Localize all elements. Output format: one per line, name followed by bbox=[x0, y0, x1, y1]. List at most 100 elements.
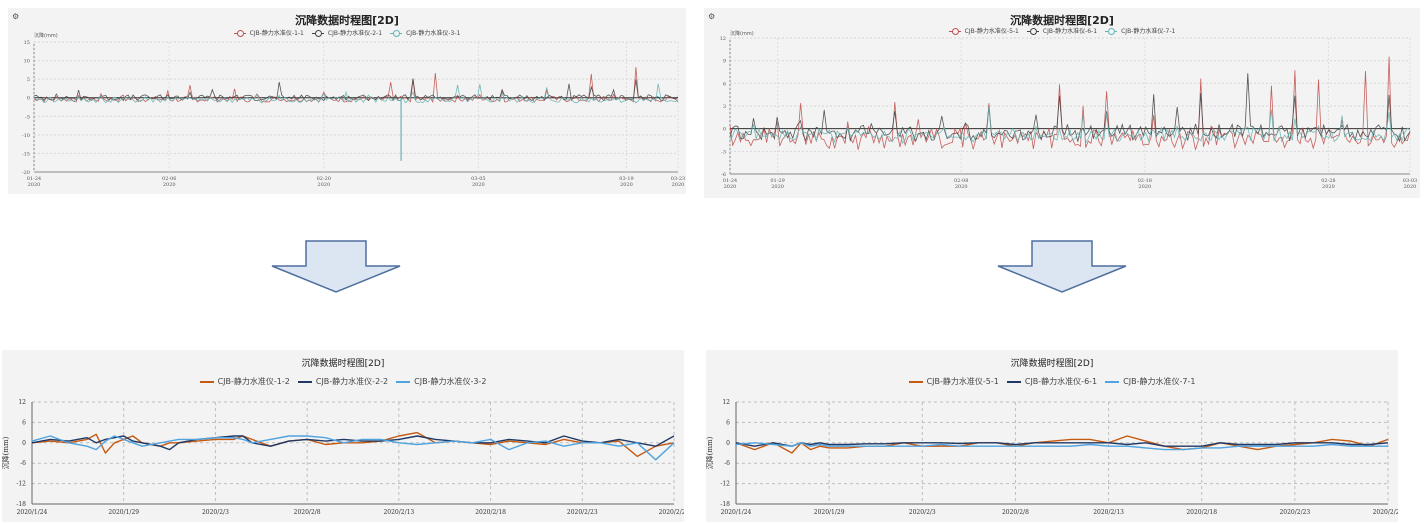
y-tick-label: -10 bbox=[22, 133, 30, 139]
x-tick-label: 2020 bbox=[317, 182, 330, 188]
y-tick-label: 6 bbox=[22, 419, 26, 426]
legend-item[interactable]: CJB-静力水准仪-7-1 bbox=[1105, 376, 1195, 387]
x-tick-label: 2020 bbox=[1404, 184, 1417, 190]
legend-label: CJB-静力水准仪-3-2 bbox=[414, 377, 487, 386]
chart-legend: CJB-静力水准仪-5-1 CJB-静力水准仪-6-1 CJB-静力水准仪-7-1 bbox=[704, 26, 1420, 35]
series-line bbox=[735, 442, 1389, 447]
x-tick-label: 2020 bbox=[1322, 184, 1335, 190]
legend-swatch bbox=[1105, 28, 1118, 35]
chart-title: 沉降数据时程图[2D] bbox=[1010, 14, 1114, 27]
chart-title: 沉降数据时程图[2D] bbox=[295, 14, 399, 27]
legend-swatch bbox=[390, 30, 403, 37]
settings-icon[interactable]: ⚙ bbox=[708, 12, 716, 21]
legend-item[interactable]: CJB-静力水准仪-1-2 bbox=[199, 376, 290, 387]
chart-plot: 151050-5-10-15-2001-24202002-06202002-20… bbox=[22, 40, 685, 188]
legend-swatch bbox=[908, 380, 923, 383]
x-tick-label: 2020/2/18 bbox=[475, 509, 506, 516]
legend-swatch bbox=[1026, 28, 1039, 35]
y-axis-label: 沉降(mm) bbox=[730, 31, 754, 37]
y-tick-label: 0 bbox=[726, 440, 730, 447]
legend-label: CJB-静力水准仪-1-2 bbox=[217, 377, 290, 386]
legend-label: CJB-静力水准仪-2-1 bbox=[327, 30, 383, 37]
x-tick-label: 03-05 bbox=[471, 176, 485, 182]
y-tick-label: 12 bbox=[18, 399, 26, 406]
x-tick-label: 02-06 bbox=[162, 176, 176, 182]
series-line bbox=[735, 442, 1388, 451]
legend-label: CJB-静力水准仪-2-2 bbox=[315, 377, 389, 386]
legend-item[interactable]: CJB-静力水准仪-3-2 bbox=[396, 376, 486, 387]
y-tick-label: 9 bbox=[723, 59, 726, 65]
y-tick-label: 12 bbox=[720, 36, 726, 42]
x-tick-label: 2020/2/28 bbox=[659, 509, 684, 516]
legend-swatch bbox=[233, 30, 246, 37]
y-tick-label: -20 bbox=[22, 170, 30, 176]
down-arrow-icon bbox=[271, 240, 401, 293]
x-tick-label: 01-29 bbox=[770, 178, 784, 184]
legend-label: CJB-静力水准仪-3-1 bbox=[406, 30, 461, 37]
legend-swatch bbox=[1105, 380, 1120, 383]
y-tick-label: 5 bbox=[27, 77, 30, 83]
x-tick-label: 02-28 bbox=[1321, 178, 1335, 184]
series-line bbox=[729, 106, 1411, 145]
x-tick-label: 2020/2/13 bbox=[383, 509, 414, 516]
chart-panel-bottom-right: 沉降数据时程图[2D] CJB-静力水准仪-5-1 CJB-静力水准仪-6-1 CJ… bbox=[706, 350, 1398, 522]
legend-swatch bbox=[1006, 380, 1021, 383]
legend-item[interactable]: CJB-静力水准仪-1-1 bbox=[233, 28, 304, 37]
y-tick-label: -6 bbox=[721, 172, 726, 178]
x-tick-label: 2020 bbox=[724, 184, 737, 190]
legend-item[interactable]: CJB-静力水准仪-6-1 bbox=[1006, 376, 1097, 387]
x-tick-label: 01-24 bbox=[27, 176, 41, 182]
legend-item[interactable]: CJB-静力水准仪-2-1 bbox=[311, 28, 383, 37]
x-tick-label: 2020/2/23 bbox=[567, 509, 598, 516]
x-tick-label: 2020/2/8 bbox=[294, 509, 321, 516]
legend-swatch bbox=[199, 380, 214, 383]
x-tick-label: 03-23 bbox=[671, 176, 685, 182]
chart-panel-top-left: ⚙ 沉降数据时程图[2D] CJB-静力水准仪-1-1 CJB-静力水准仪-2-1… bbox=[8, 8, 686, 194]
legend-item[interactable]: CJB-静力水准仪-5-1 bbox=[908, 376, 999, 387]
x-tick-label: 2020/2/3 bbox=[909, 509, 936, 516]
legend-label: CJB-静力水准仪-6-1 bbox=[1042, 28, 1098, 35]
chart-panel-bottom-left: 沉降数据时程图[2D] CJB-静力水准仪-1-2 CJB-静力水准仪-2-2 CJ… bbox=[2, 350, 684, 522]
x-tick-label: 2020/2/3 bbox=[202, 509, 229, 516]
legend-label: CJB-静力水准仪-5-1 bbox=[964, 28, 1019, 35]
y-tick-label: -12 bbox=[16, 481, 26, 488]
chart-legend: CJB-静力水准仪-5-1 CJB-静力水准仪-6-1 CJB-静力水准仪-7-1 bbox=[706, 376, 1398, 387]
legend-swatch bbox=[297, 380, 312, 383]
x-tick-label: 2020/2/23 bbox=[1279, 509, 1310, 516]
x-tick-label: 02-08 bbox=[954, 178, 968, 184]
x-tick-label: 2020 bbox=[672, 182, 685, 188]
legend-label: CJB-静力水准仪-7-1 bbox=[1123, 377, 1196, 386]
legend-item[interactable]: CJB-静力水准仪-5-1 bbox=[948, 26, 1019, 35]
legend-label: CJB-静力水准仪-1-1 bbox=[249, 30, 304, 37]
y-tick-label: -18 bbox=[16, 501, 26, 508]
legend-item[interactable]: CJB-静力水准仪-2-2 bbox=[297, 376, 389, 387]
x-tick-label: 2020 bbox=[771, 184, 784, 190]
x-tick-label: 2020/2/28 bbox=[1373, 509, 1398, 516]
x-tick-label: 2020 bbox=[472, 182, 485, 188]
series-line bbox=[33, 78, 679, 102]
y-tick-label: -12 bbox=[720, 481, 730, 488]
x-tick-label: 2020/1/24 bbox=[721, 509, 752, 516]
x-tick-label: 2020/1/29 bbox=[108, 509, 139, 516]
settings-icon[interactable]: ⚙ bbox=[12, 12, 20, 21]
series-line bbox=[729, 73, 1411, 143]
chart-plot: 129630-3-601-24202001-29202002-08202002-… bbox=[720, 36, 1418, 190]
legend-item[interactable]: CJB-静力水准仪-3-1 bbox=[390, 28, 460, 37]
y-axis-label: 沉降(mm) bbox=[706, 436, 714, 469]
y-tick-label: -18 bbox=[720, 501, 730, 508]
y-tick-label: 3 bbox=[723, 104, 726, 110]
x-tick-label: 01-24 bbox=[723, 178, 737, 184]
x-tick-label: 02-20 bbox=[317, 176, 331, 182]
y-tick-label: -3 bbox=[721, 149, 726, 155]
series-line bbox=[31, 435, 675, 461]
x-tick-label: 2020 bbox=[620, 182, 633, 188]
x-tick-label: 2020/2/18 bbox=[1186, 509, 1217, 516]
x-tick-label: 02-18 bbox=[1138, 178, 1152, 184]
legend-item[interactable]: CJB-静力水准仪-6-1 bbox=[1026, 26, 1098, 35]
series-line bbox=[31, 431, 675, 458]
series-line bbox=[33, 83, 679, 104]
legend-item[interactable]: CJB-静力水准仪-7-1 bbox=[1105, 26, 1175, 35]
legend-label: CJB-静力水准仪-7-1 bbox=[1121, 28, 1176, 35]
x-tick-label: 2020/2/13 bbox=[1093, 509, 1124, 516]
